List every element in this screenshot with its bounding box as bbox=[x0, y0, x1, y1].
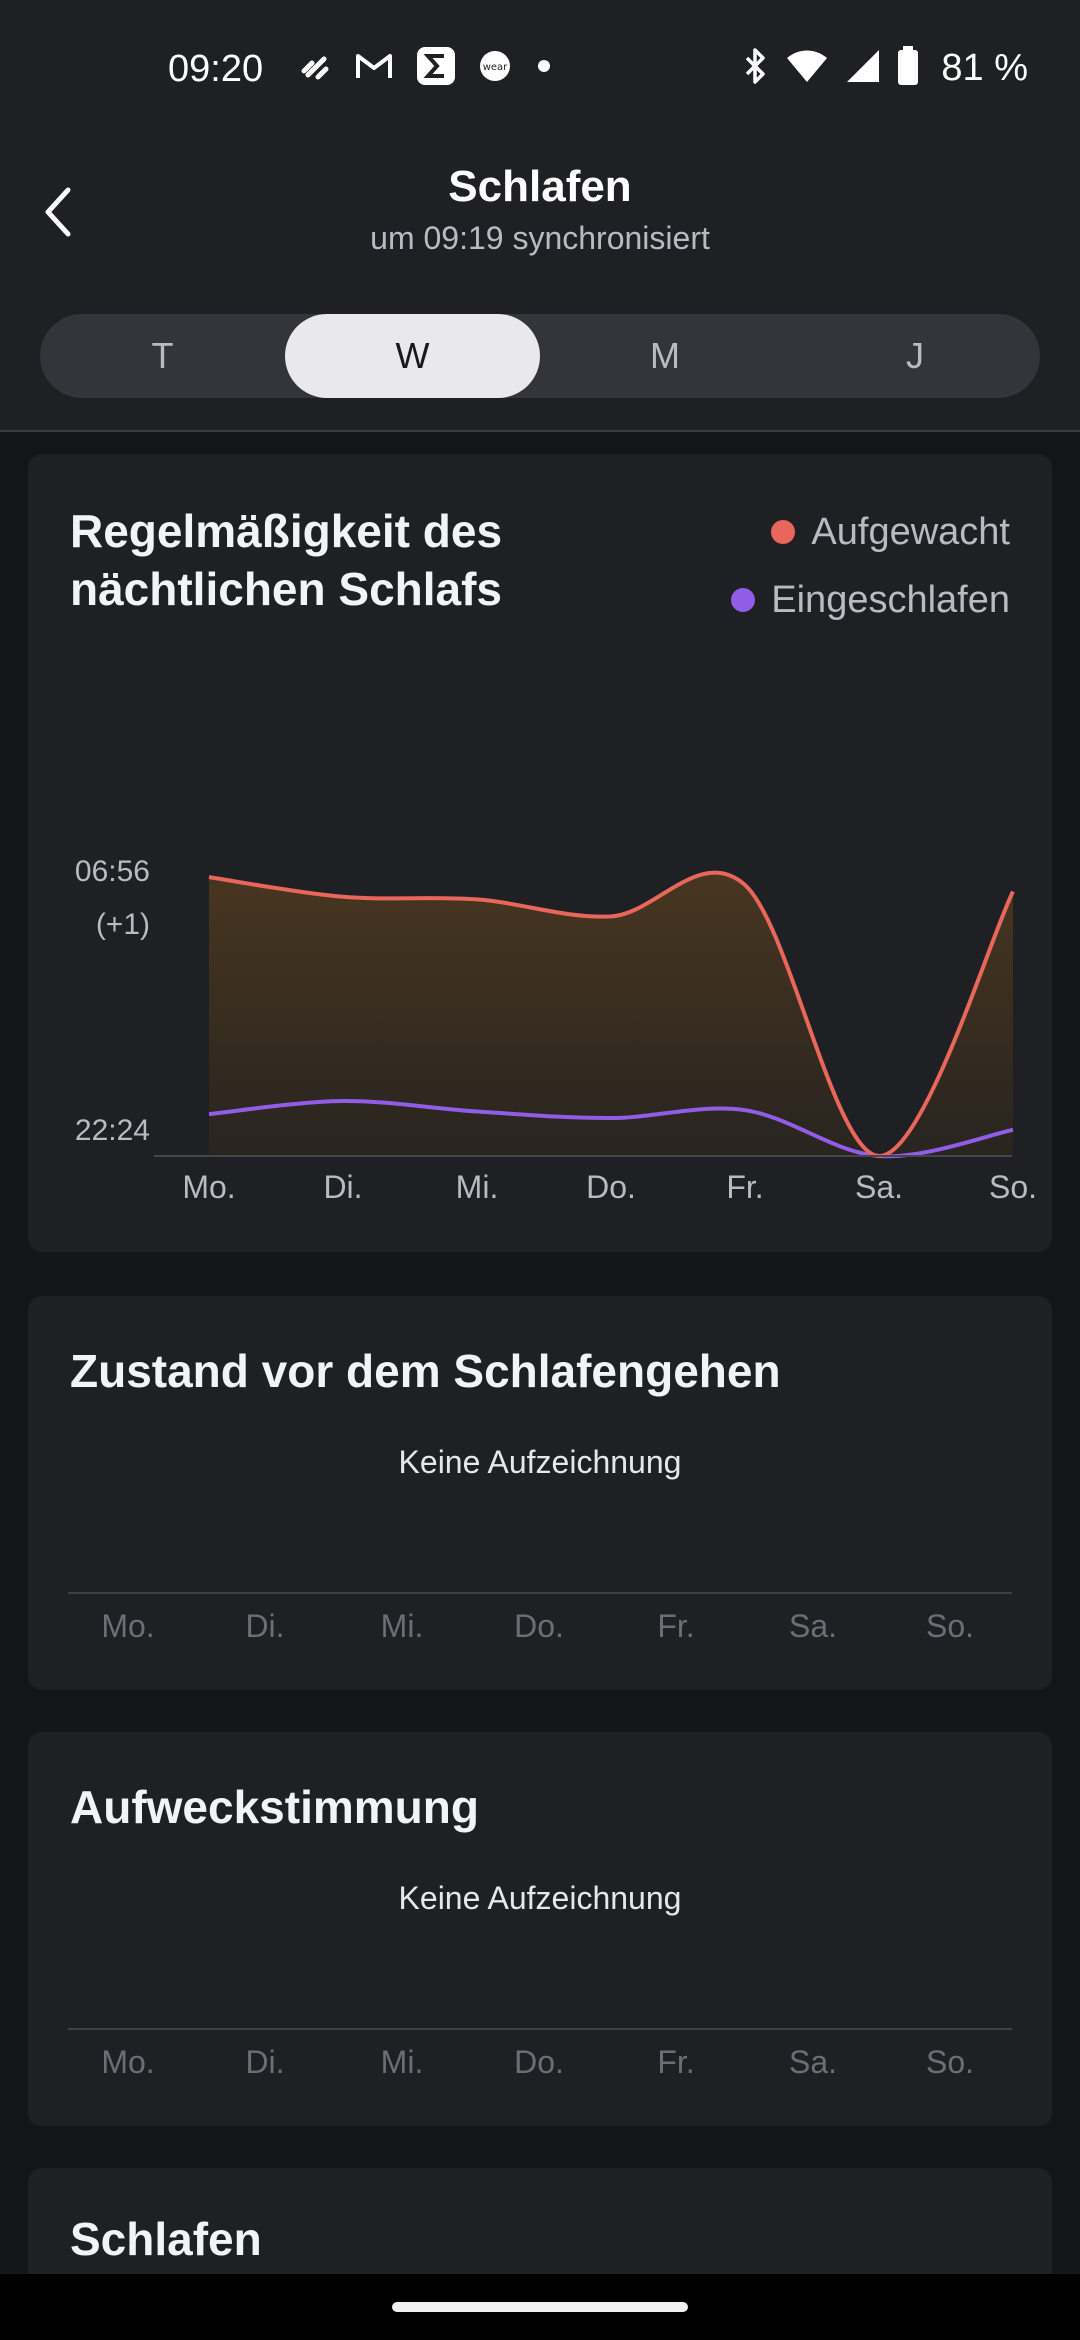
tab-week[interactable]: W bbox=[285, 314, 540, 398]
pre-sleep-axis bbox=[68, 1592, 1012, 1594]
pre-sleep-state-card[interactable]: Zustand vor dem Schlafengehen Keine Aufz… bbox=[28, 1296, 1052, 1690]
woke-series-line bbox=[208, 870, 1015, 1159]
legend-woke-dot bbox=[771, 520, 796, 544]
day-label: Do. bbox=[514, 2044, 564, 2080]
tab-day[interactable]: T bbox=[151, 335, 174, 376]
gmail-icon bbox=[354, 50, 394, 87]
sleep-card-title: Schlafen bbox=[70, 2213, 262, 2265]
day-label: Di. bbox=[245, 2044, 285, 2080]
battery-percentage: 81 % bbox=[941, 47, 1028, 89]
woke-area-fill bbox=[209, 872, 1013, 1157]
wake-mood-no-record: Keine Aufzeichnung bbox=[398, 1880, 682, 1916]
y-tick-bottom: 22:24 bbox=[75, 1114, 150, 1147]
home-gesture-handle[interactable] bbox=[392, 2302, 688, 2312]
battery-icon bbox=[897, 46, 919, 91]
day-label: Do. bbox=[514, 1608, 564, 1644]
signal-icon bbox=[845, 48, 881, 89]
day-label: Mo. bbox=[101, 2044, 155, 2080]
legend-asleep-label: Eingeschlafen bbox=[771, 578, 1010, 621]
legend-asleep-dot bbox=[731, 588, 756, 612]
regularity-title-line1: Regelmäßigkeit des bbox=[70, 505, 503, 557]
tab-year[interactable]: J bbox=[906, 335, 924, 376]
sleep-regularity-chart: 06:56 (+1) 22:24 Mo. Di. Mi. Do. Fr. Sa. So. bbox=[75, 855, 1037, 1205]
pre-sleep-state-title: Zustand vor dem Schlafengehen bbox=[70, 1345, 781, 1397]
day-label: So. bbox=[925, 1608, 975, 1644]
dumbbell-icon bbox=[298, 49, 332, 88]
bluetooth-icon bbox=[743, 46, 769, 91]
wake-mood-axis bbox=[68, 2028, 1012, 2030]
day-label: Fr. bbox=[657, 1608, 695, 1644]
x-tick-label: So. bbox=[989, 1169, 1037, 1205]
x-tick-label: Sa. bbox=[855, 1169, 903, 1205]
page-title: Schlafen bbox=[448, 162, 632, 211]
y-tick-top: 06:56 bbox=[75, 855, 150, 888]
status-time: 09:20 bbox=[168, 48, 264, 90]
sync-status: um 09:19 synchronisiert bbox=[370, 220, 710, 256]
wear-icon: wear bbox=[478, 49, 512, 88]
x-tick-label: Do. bbox=[586, 1169, 636, 1205]
day-label: Di. bbox=[245, 1608, 285, 1644]
chevron-left-icon bbox=[38, 182, 78, 247]
navigation-bar bbox=[0, 2274, 1080, 2340]
dot-icon bbox=[534, 56, 554, 81]
system-icons: 81 % bbox=[743, 46, 1028, 91]
y-tick-top-offset: (+1) bbox=[96, 908, 150, 941]
wifi-icon bbox=[785, 48, 829, 89]
pre-sleep-no-record: Keine Aufzeichnung bbox=[398, 1444, 682, 1480]
legend-woke-label: Aufgewacht bbox=[811, 510, 1010, 553]
x-tick-label: Mi. bbox=[456, 1169, 499, 1205]
day-label: Fr. bbox=[657, 2044, 695, 2080]
x-tick-label: Fr. bbox=[726, 1169, 763, 1205]
notification-icons: wear bbox=[298, 46, 554, 91]
day-label: Sa. bbox=[788, 2044, 838, 2080]
day-label: Mi. bbox=[380, 2044, 424, 2080]
app-bar: Schlafen um 09:19 synchronisiert T W M J bbox=[0, 140, 1080, 432]
sigma-icon bbox=[416, 46, 456, 91]
day-label: Mi. bbox=[380, 1608, 424, 1644]
regularity-title: Regelmäßigkeit des nächtlichen Schlafs bbox=[70, 502, 502, 618]
back-button[interactable] bbox=[30, 174, 86, 254]
period-selector: T W M J bbox=[40, 314, 1040, 398]
x-tick-label: Di. bbox=[323, 1169, 362, 1205]
legend-asleep: Eingeschlafen bbox=[731, 566, 1010, 634]
chart-legend: Aufgewacht Eingeschlafen bbox=[731, 498, 1010, 634]
wake-mood-title: Aufweckstimmung bbox=[70, 1781, 479, 1833]
wake-mood-card[interactable]: Aufweckstimmung Keine Aufzeichnung Mo. D… bbox=[28, 1732, 1052, 2126]
legend-woke: Aufgewacht bbox=[731, 498, 1010, 566]
day-label: Mo. bbox=[101, 1608, 155, 1644]
svg-text:wear: wear bbox=[483, 62, 508, 73]
x-tick-label: Mo. bbox=[182, 1169, 235, 1205]
day-label: Sa. bbox=[788, 1608, 838, 1644]
status-bar: 09:20 wear 81 % bbox=[0, 0, 1080, 140]
day-label: So. bbox=[925, 2044, 975, 2080]
tab-month[interactable]: M bbox=[650, 335, 680, 376]
regularity-card[interactable]: Regelmäßigkeit des nächtlichen Schlafs A… bbox=[28, 454, 1052, 1252]
regularity-title-line2: nächtlichen Schlafs bbox=[70, 563, 503, 615]
